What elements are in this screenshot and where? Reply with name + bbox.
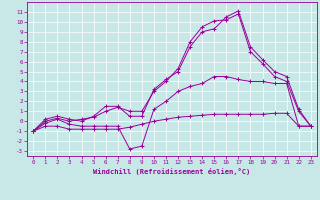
X-axis label: Windchill (Refroidissement éolien,°C): Windchill (Refroidissement éolien,°C)	[93, 168, 251, 175]
